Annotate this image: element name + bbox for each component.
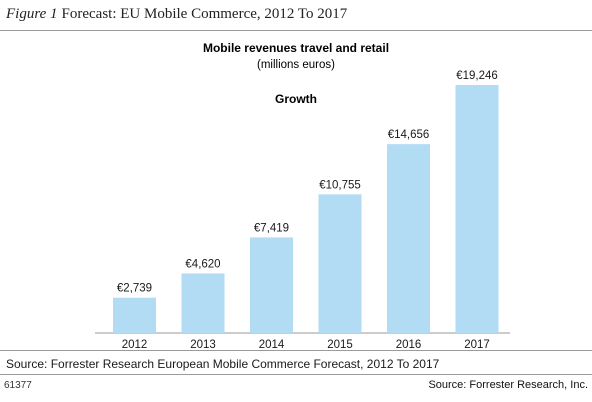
value-label-2016: €14,656 [388, 129, 430, 141]
bar-2017 [455, 85, 499, 333]
x-tick-label-2013: 2013 [190, 339, 216, 350]
value-label-2017: €19,246 [456, 70, 498, 82]
chart-annotation: Growth [275, 92, 317, 106]
figure-number: Figure 1 [6, 6, 58, 22]
bar-2013 [181, 273, 225, 333]
x-tick-label-2017: 2017 [464, 339, 490, 350]
source-note: Source: Forrester Research European Mobi… [6, 357, 440, 371]
figure-id: 61377 [4, 380, 32, 391]
bar-2014 [250, 237, 293, 333]
value-label-2012: €2,739 [117, 283, 152, 295]
value-label-2015: €10,755 [319, 179, 361, 191]
bar-2015 [318, 194, 362, 333]
bar-2016 [387, 144, 430, 333]
bar-chart: Mobile revenues travel and retail (milli… [95, 41, 510, 350]
chart-area: Mobile revenues travel and retail (milli… [0, 30, 592, 351]
bar-2012 [113, 297, 156, 333]
value-label-2013: €4,620 [185, 258, 220, 270]
figure-title: Figure 1 Forecast: EU Mobile Commerce, 20… [6, 6, 347, 23]
bottom-rule [0, 374, 592, 375]
x-tick-label-2016: 2016 [396, 339, 422, 350]
x-tick-label-2014: 2014 [259, 339, 285, 350]
figure-title-text: Forecast: EU Mobile Commerce, 2012 To 20… [61, 6, 348, 22]
bars-group: €2,739 2012 €4,620 2013 €7,419 2014 €10,755 201… [113, 70, 499, 350]
value-label-2014: €7,419 [254, 222, 289, 234]
x-tick-label-2015: 2015 [327, 339, 353, 350]
chart-title: Mobile revenues travel and retail [203, 41, 389, 55]
chart-subtitle: (millions euros) [257, 59, 335, 71]
top-rule [0, 30, 592, 31]
source-credit: Source: Forrester Research, Inc. [428, 379, 588, 391]
x-tick-label-2012: 2012 [122, 339, 148, 350]
